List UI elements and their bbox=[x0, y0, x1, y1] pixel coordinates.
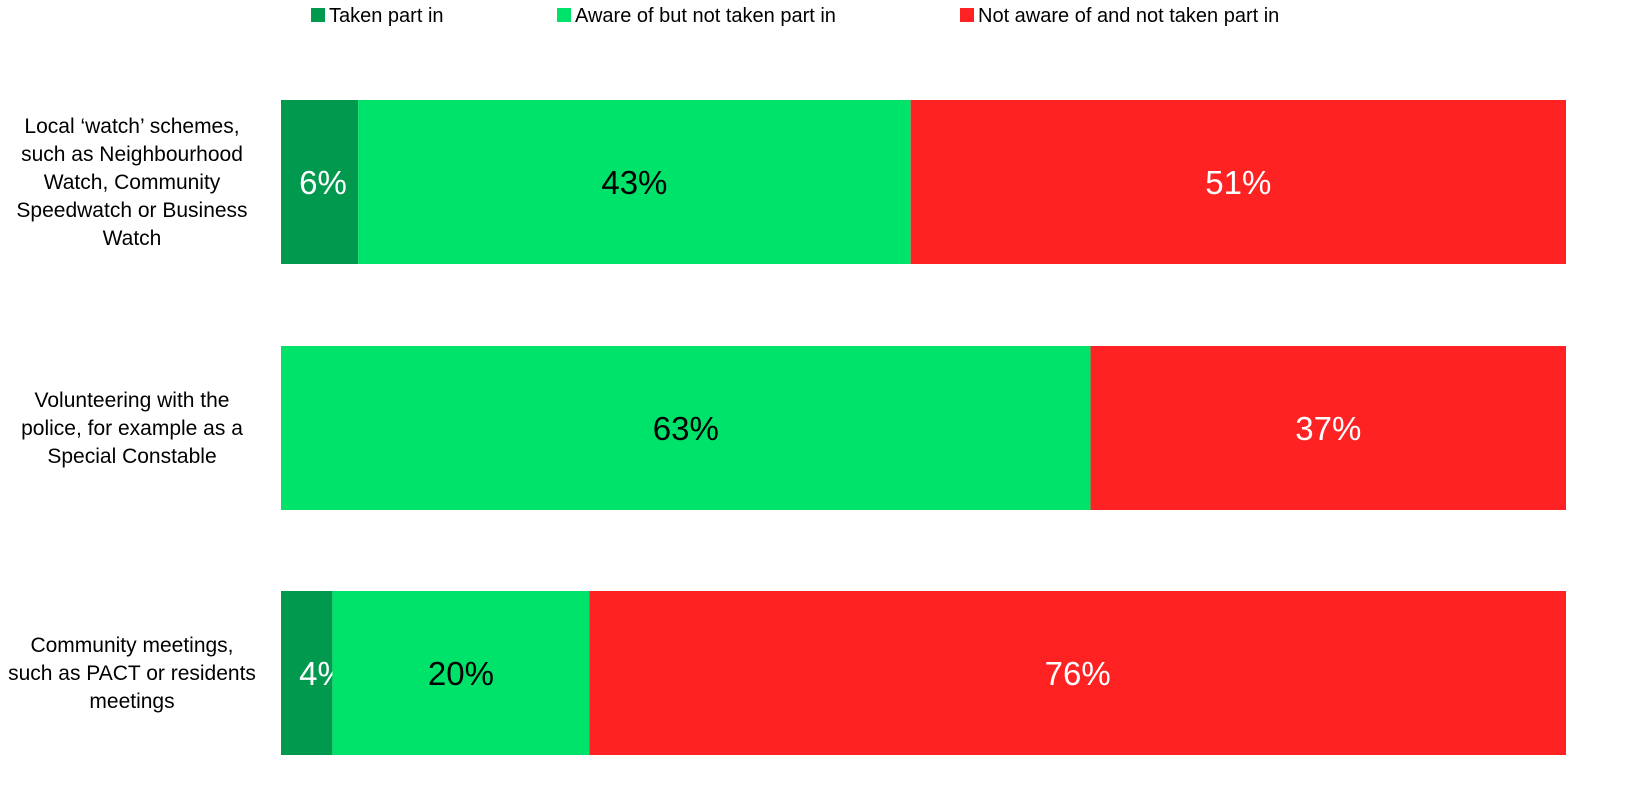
bar-segment-1-2 bbox=[358, 100, 911, 264]
legend-swatch-3 bbox=[960, 8, 974, 22]
data-label-1-1: 6% bbox=[299, 164, 347, 201]
legend-swatch-2 bbox=[557, 8, 571, 22]
legend-label-3: Not aware of and not taken part in bbox=[978, 5, 1279, 27]
data-label-2-3: 37% bbox=[1295, 410, 1361, 447]
legend-label-1: Taken part in bbox=[329, 5, 444, 27]
category-label-3: Community meetings, such as PACT or resid… bbox=[8, 634, 256, 713]
data-label-3-3: 76% bbox=[1045, 655, 1111, 692]
legend-swatch-1 bbox=[311, 8, 325, 22]
category-label-1: Local ‘watch’ schemes, such as Neighbourh… bbox=[16, 115, 247, 250]
bar-segment-3-1 bbox=[281, 591, 333, 755]
bar-segment-1-3 bbox=[910, 100, 1566, 264]
category-label-2: Volunteering with the police, for example… bbox=[21, 389, 243, 468]
data-label-1-2: 43% bbox=[601, 164, 667, 201]
bar-segment-3-3 bbox=[589, 591, 1566, 755]
data-label-3-2: 20% bbox=[428, 655, 494, 692]
data-label-2-2: 63% bbox=[653, 410, 719, 447]
bar-segment-2-3 bbox=[1090, 346, 1566, 510]
bar-segment-1-1 bbox=[281, 100, 359, 264]
legend: Taken part in Aware of but not taken part… bbox=[311, 5, 1279, 27]
legend-label-2: Aware of but not taken part in bbox=[575, 5, 836, 27]
plot-area: 6%43%51%0%63%37%4%20%76% bbox=[281, 100, 1566, 755]
data-label-1-3: 51% bbox=[1205, 164, 1271, 201]
bar-segment-3-2 bbox=[332, 591, 590, 755]
bar-segment-2-2 bbox=[281, 346, 1091, 510]
category-axis: Local ‘watch’ schemes, such as Neighbourh… bbox=[8, 115, 256, 713]
